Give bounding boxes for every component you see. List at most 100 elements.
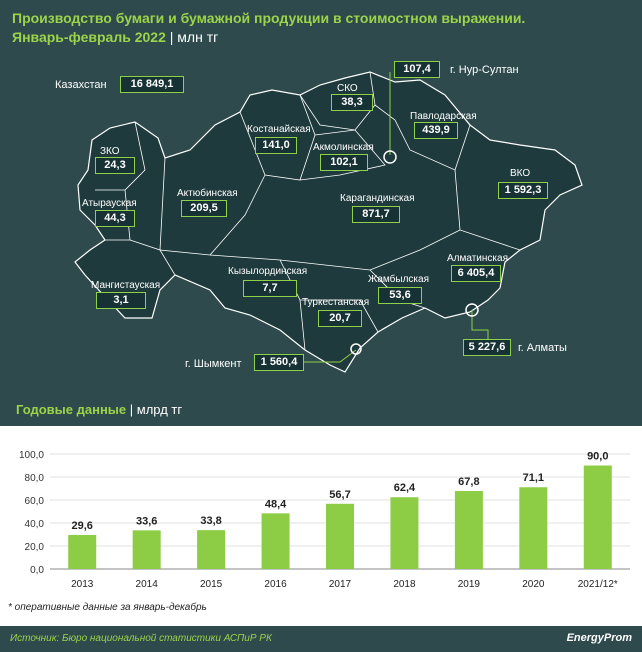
x-tick-label: 2015 — [200, 579, 223, 590]
x-tick-label: 2020 — [522, 579, 545, 590]
region-label-aktobe: Актюбинская — [177, 188, 238, 199]
annual-title: Годовые данные | млрд тг — [16, 402, 182, 417]
y-tick-label: 80,0 — [25, 473, 45, 484]
region-value-kostanay: 141,0 — [255, 137, 297, 154]
region-label-turkestan: Туркестанская — [302, 297, 370, 308]
region-value-mangistau: 3,1 — [96, 292, 146, 309]
annual-bar-chart: 0,0 20,0 40,0 60,0 80,0 100,0 29,6 33,6 33,8 48,… — [19, 450, 630, 590]
bar-value-label: 90,0 — [587, 451, 608, 463]
region-label-zhambyl: Жамбылская — [368, 274, 429, 285]
kazakhstan-map — [74, 71, 583, 373]
region-label-karaganda: Карагандинская — [340, 193, 415, 204]
y-tick-label: 60,0 — [25, 496, 45, 507]
brand-logo: EnergyProm — [566, 632, 632, 644]
bar — [390, 497, 419, 569]
y-tick-label: 100,0 — [19, 450, 44, 461]
annual-header: Годовые данные | млрд тг — [0, 392, 642, 426]
page-title: Производство бумаги и бумажной продукции… — [12, 10, 526, 26]
almaty-marker-icon — [465, 303, 479, 317]
border-turkestan — [300, 299, 379, 333]
region-value-vko: 1 592,3 — [498, 182, 548, 199]
x-tick-label: 2017 — [329, 579, 352, 590]
y-tick-label: 40,0 — [25, 519, 45, 530]
page-subtitle: Январь-февраль 2022 | млн тг — [12, 29, 218, 45]
nur-sultan-marker-icon — [383, 150, 397, 164]
region-value-zhambyl: 53,6 — [378, 287, 422, 304]
region-label-kyzylorda: Кызылординская — [228, 266, 308, 277]
source-text: Источник: Бюро национальной статистики А… — [10, 633, 272, 644]
region-value-sko: 38,3 — [331, 94, 373, 111]
annual-title-text: Годовые данные — [16, 402, 127, 417]
x-tick-label: 2016 — [264, 579, 287, 590]
leader-lines — [304, 72, 489, 363]
bar — [132, 530, 161, 569]
x-tick-label: 2021/12* — [578, 579, 618, 590]
country-name: Казахстан — [55, 79, 107, 91]
x-tick-label: 2019 — [458, 579, 481, 590]
unit-label: | млн тг — [169, 29, 219, 45]
bar-value-label: 71,1 — [523, 472, 544, 484]
region-label-pavlodar: Павлодарская — [410, 111, 477, 122]
bar — [261, 513, 290, 569]
bar-value-label: 33,6 — [136, 515, 157, 527]
border-zko — [95, 121, 146, 191]
shymkent-marker-icon — [350, 343, 362, 355]
region-label-atyrau: Атырауская — [82, 198, 137, 209]
y-axis-ticks: 0,0 20,0 40,0 60,0 80,0 100,0 — [19, 450, 44, 576]
leader-almaty — [471, 310, 489, 340]
y-tick-label: 0,0 — [30, 565, 44, 576]
region-value-zko: 24,3 — [95, 157, 135, 174]
period-label: Январь-февраль 2022 — [12, 29, 166, 45]
region-value-pavlodar: 439,9 — [414, 122, 458, 139]
region-value-kyzylorda: 7,7 — [243, 280, 297, 297]
region-label-sko: СКО — [337, 83, 358, 94]
region-value-turkestan: 20,7 — [318, 310, 362, 327]
region-label-vko: ВКО — [510, 168, 531, 179]
map-outline — [74, 71, 583, 373]
region-label-kostanay: Костанайская — [247, 124, 311, 135]
region-value-atyrau: 44,3 — [95, 210, 135, 227]
bar — [583, 465, 612, 569]
country-value: 16 849,1 — [120, 76, 184, 93]
map-panel: Производство бумаги и бумажной продукции… — [0, 0, 642, 392]
footer: Источник: Бюро национальной статистики А… — [0, 626, 642, 652]
bar-value-label: 29,6 — [72, 520, 93, 532]
leader-shymkent — [304, 349, 357, 363]
bar-value-label: 48,4 — [265, 498, 287, 510]
bar — [454, 491, 483, 569]
x-tick-label: 2018 — [393, 579, 416, 590]
x-tick-label: 2013 — [71, 579, 94, 590]
region-label-zko: ЗКО — [100, 146, 120, 157]
region-borders — [95, 71, 521, 351]
region-value-aktobe: 209,5 — [181, 200, 227, 217]
border-sko — [299, 71, 376, 131]
footnote: * оперативные данные за январь-декабрь — [8, 602, 207, 613]
region-value-almaty-obl: 6 405,4 — [451, 265, 501, 282]
bar-value-label: 56,7 — [329, 489, 350, 501]
region-value-karaganda: 871,7 — [352, 206, 400, 223]
region-value-shymkent: 1 560,4 — [254, 354, 304, 371]
border-akmola — [299, 129, 386, 181]
region-label-akmola: Акмолинская — [313, 142, 374, 153]
bar-value-label: 67,8 — [458, 476, 479, 488]
bar — [326, 503, 354, 569]
border-pavlodar — [374, 104, 471, 171]
bar-value-label: 62,4 — [394, 482, 416, 494]
annual-unit: | млрд тг — [129, 402, 183, 417]
bar-value-label: 33,8 — [200, 515, 221, 527]
chart-bars — [68, 465, 612, 569]
x-axis-ticks: 2013 2014 2015 2016 2017 2018 2019 2020 2021/12* — [71, 579, 618, 590]
region-label-almaty-city: г. Алматы — [518, 342, 567, 354]
region-label-shymkent: г. Шымкент — [185, 358, 242, 370]
bar — [197, 530, 226, 569]
bar — [519, 487, 548, 569]
region-value-nur-sultan: 107,4 — [394, 61, 440, 78]
region-label-mangistau: Мангистауская — [91, 280, 161, 291]
region-label-almaty-obl: Алматинская — [447, 253, 508, 264]
bar — [68, 534, 97, 569]
bar-value-labels: 29,6 33,6 33,8 48,4 56,7 62,4 67,8 71,1 90,0 — [72, 451, 609, 532]
region-value-almaty-city: 5 227,6 — [463, 339, 511, 356]
x-tick-label: 2014 — [136, 579, 159, 590]
region-value-akmola: 102,1 — [320, 154, 368, 171]
region-label-nur-sultan: г. Нур-Султан — [450, 64, 519, 76]
